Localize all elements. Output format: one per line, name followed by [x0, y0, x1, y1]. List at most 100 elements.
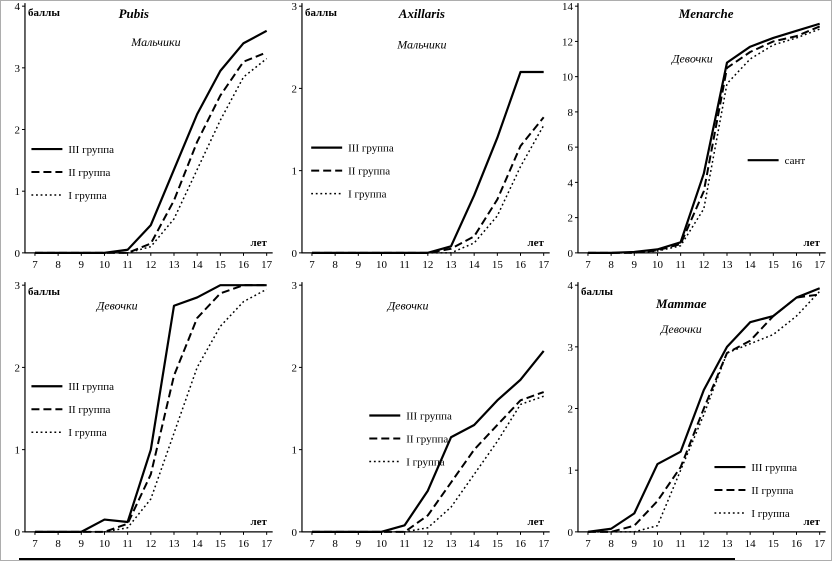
x-tick-label: 12 [422, 538, 433, 550]
y-tick-label: 2 [568, 213, 573, 225]
chart-panel-mammae-girls: 0 1 2 3 4 7 8 9 10 11 12 13 14 15 16 17 баллы лет Mammae Де… [554, 280, 831, 559]
y-tick-label: 4 [568, 280, 574, 292]
x-tick-label: 11 [122, 538, 133, 550]
x-axis-label: лет [527, 516, 544, 528]
y-tick-label: 0 [568, 527, 574, 539]
legend-label: III группа [68, 381, 114, 393]
x-axis-label: лет [804, 516, 821, 528]
y-tick-label: 2 [291, 362, 296, 374]
y-tick-label: 2 [291, 83, 296, 95]
x-tick-label: 7 [32, 259, 38, 271]
y-tick-label: 4 [14, 1, 20, 13]
series-line-dashed [311, 391, 544, 533]
y-axis-label: баллы [581, 286, 613, 298]
x-tick-label: 14 [192, 538, 203, 550]
legend-label: I группа [752, 508, 790, 520]
x-tick-label: 16 [238, 538, 249, 550]
legend-label: III группа [752, 462, 798, 474]
x-tick-label: 14 [745, 538, 756, 550]
x-tick-label: 9 [79, 259, 85, 271]
x-tick-label: 10 [376, 259, 387, 271]
x-tick-label: 7 [309, 538, 315, 550]
x-tick-label: 15 [215, 538, 226, 550]
x-tick-label: 7 [586, 259, 592, 271]
x-tick-label: 13 [445, 538, 456, 550]
x-tick-label: 8 [55, 538, 61, 550]
x-tick-label: 13 [722, 538, 733, 550]
x-tick-label: 17 [815, 259, 826, 271]
x-tick-label: 13 [445, 259, 456, 271]
x-tick-label: 12 [699, 538, 710, 550]
legend-label: II группа [68, 167, 110, 179]
x-axis-label: лет [804, 237, 821, 249]
x-tick-label: 12 [699, 259, 710, 271]
y-tick-label: 2 [14, 125, 19, 137]
y-tick-label: 0 [14, 527, 20, 539]
chart-subtitle: Девочки [96, 298, 138, 312]
x-tick-label: 9 [632, 259, 638, 271]
x-tick-label: 12 [145, 538, 156, 550]
x-tick-label: 10 [652, 259, 663, 271]
legend-label: III группа [348, 143, 394, 155]
x-tick-label: 11 [399, 538, 410, 550]
y-tick-label: 1 [291, 166, 296, 178]
axes [24, 282, 273, 533]
y-tick-label: 1 [568, 465, 573, 477]
x-tick-label: 10 [376, 538, 387, 550]
x-tick-label: 8 [609, 259, 615, 271]
x-tick-label: 12 [422, 259, 433, 271]
legend-label: I группа [68, 427, 106, 439]
y-tick-label: 0 [291, 248, 297, 260]
x-tick-label: 14 [468, 259, 479, 271]
x-tick-label: 13 [169, 538, 180, 550]
y-tick-label: 2 [14, 362, 19, 374]
x-tick-label: 16 [238, 259, 249, 271]
y-tick-label: 2 [568, 404, 573, 416]
series-line-solid [34, 29, 268, 254]
y-tick-label: 4 [568, 177, 574, 189]
x-tick-label: 16 [515, 259, 526, 271]
x-tick-label: 14 [745, 259, 756, 271]
x-tick-label: 10 [652, 538, 663, 550]
chart-subtitle: Мальчики [396, 38, 446, 52]
chart-panel-axillaris-boys: 0 1 2 3 7 8 9 10 11 12 13 14 15 16 17 баллы лет Axillaris… [278, 1, 555, 280]
x-tick-label: 16 [791, 259, 802, 271]
x-tick-label: 9 [632, 538, 638, 550]
x-tick-label: 9 [355, 259, 361, 271]
y-tick-label: 14 [562, 1, 573, 13]
x-tick-label: 9 [355, 538, 361, 550]
x-tick-label: 15 [768, 538, 779, 550]
legend-label: II группа [406, 433, 448, 445]
y-tick-label: 1 [14, 186, 19, 198]
series-line-dotted [311, 125, 544, 254]
y-tick-label: 3 [14, 63, 20, 75]
x-tick-label: 7 [32, 538, 38, 550]
x-tick-label: 14 [468, 538, 479, 550]
series-line-solid [311, 70, 544, 254]
series-line-dotted [34, 288, 268, 533]
y-tick-label: 1 [14, 445, 19, 457]
x-tick-label: 16 [791, 538, 802, 550]
y-tick-label: 0 [568, 248, 574, 260]
y-tick-label: 8 [568, 107, 574, 119]
x-tick-label: 17 [261, 538, 272, 550]
x-tick-label: 17 [815, 538, 826, 550]
x-tick-label: 12 [145, 259, 156, 271]
legend-label: I группа [68, 190, 106, 202]
x-tick-label: 8 [609, 538, 615, 550]
series-line-dashed [34, 51, 268, 254]
series-line-dashed [34, 284, 267, 533]
x-tick-label: 15 [492, 538, 503, 550]
chart-panel-menarche-girls: 0 2 4 6 8 10 12 14 7 8 9 10 11 12 13 14 15 16 17 лет Menarch… [554, 1, 831, 280]
x-tick-label: 15 [215, 259, 226, 271]
x-tick-label: 11 [399, 259, 410, 271]
legend-label: II группа [68, 404, 110, 416]
legend-label: III группа [406, 411, 452, 423]
x-tick-label: 13 [169, 259, 180, 271]
x-tick-label: 8 [55, 259, 61, 271]
